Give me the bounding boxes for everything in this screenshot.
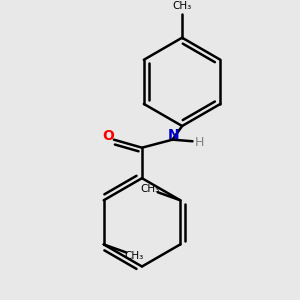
Text: N: N bbox=[167, 128, 179, 142]
Text: O: O bbox=[102, 129, 114, 143]
Text: CH₃: CH₃ bbox=[124, 251, 144, 261]
Text: CH₃: CH₃ bbox=[140, 184, 159, 194]
Text: CH₃: CH₃ bbox=[172, 1, 192, 10]
Text: H: H bbox=[195, 136, 205, 148]
